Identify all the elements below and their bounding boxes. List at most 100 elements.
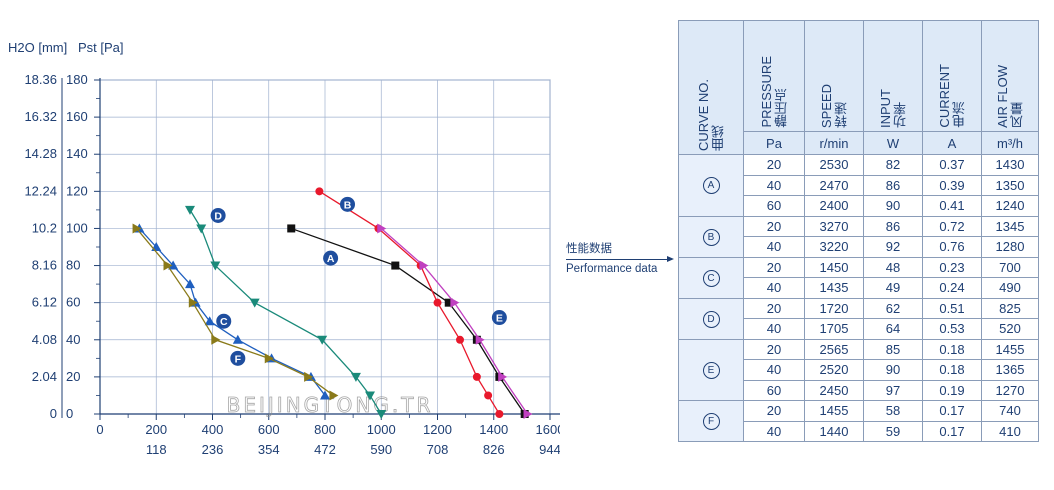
table-cell: 0.23 bbox=[922, 256, 982, 278]
curve-badge-circle bbox=[340, 196, 355, 212]
table-header-text: CURVE NO. 曲线 bbox=[696, 79, 726, 151]
curve-badge-f: F bbox=[230, 350, 246, 366]
table-row: 40 1440 59 0.17 410 bbox=[679, 420, 1039, 442]
data-point-b bbox=[472, 372, 481, 381]
data-point-b bbox=[495, 410, 504, 418]
table-cell: 20 bbox=[743, 400, 805, 422]
table-cell: 40 bbox=[743, 277, 805, 299]
table-cell: 49 bbox=[863, 277, 923, 299]
data-point-e bbox=[419, 260, 429, 271]
table-row: 40 3220 92 0.76 1280 bbox=[679, 236, 1039, 258]
table-cell: 58 bbox=[863, 400, 923, 422]
data-point-c bbox=[185, 279, 195, 289]
table-cell: 64 bbox=[863, 318, 923, 340]
table-cell: 86 bbox=[863, 215, 923, 237]
series-line-d bbox=[189, 209, 382, 415]
data-point-a bbox=[287, 224, 296, 233]
table-cell: 40 bbox=[743, 318, 805, 340]
y-axis-title-pa: Pst [Pa] bbox=[78, 40, 124, 55]
curve-id-badge: D bbox=[702, 310, 720, 328]
curve-badge-label: E bbox=[496, 313, 503, 325]
data-point-d bbox=[365, 391, 375, 401]
y-tick-label-mm: 0 bbox=[50, 406, 57, 421]
table-cell: 1365 bbox=[981, 359, 1039, 381]
table-cell: 60 bbox=[743, 195, 805, 217]
table-cell: 1435 bbox=[804, 277, 864, 299]
data-point-f bbox=[304, 371, 314, 382]
curve-badge-e: E bbox=[491, 310, 507, 326]
cfm-tick-label: 236 bbox=[202, 442, 224, 457]
table-cell: 1345 bbox=[981, 215, 1039, 237]
data-point-c bbox=[232, 334, 243, 344]
curve-id-badge: C bbox=[702, 269, 720, 287]
fan-performance-chart: 0 20 40 60 80 100 120 140 160 180 0 2.04 4.08 6.12 8.1… bbox=[8, 40, 560, 457]
table-cell: 0.19 bbox=[922, 379, 982, 401]
table-cell: 2450 bbox=[804, 379, 864, 401]
data-point-c bbox=[168, 260, 179, 270]
table-header-text: INPUT 功率 bbox=[878, 89, 908, 128]
cfm-tick-label: 826 bbox=[483, 442, 505, 457]
x-tick-label: 200 bbox=[145, 422, 167, 437]
table-cell: 0.53 bbox=[922, 318, 982, 340]
curve-badge-b: B bbox=[340, 196, 355, 212]
curve-id-cell: B bbox=[678, 215, 744, 258]
table-header-cell: CURVE NO. 曲线 bbox=[678, 20, 744, 155]
y-tick-label-mm: 18.36 bbox=[24, 72, 57, 87]
table-cell: 1705 bbox=[804, 318, 864, 340]
data-point-e bbox=[523, 409, 533, 419]
curve-badge-circle bbox=[323, 250, 339, 266]
curve-id-badge: A bbox=[702, 177, 720, 195]
table-cell: 0.76 bbox=[922, 236, 982, 258]
table-cell: 1270 bbox=[981, 379, 1039, 401]
table-header-text: CURRENT 电流 bbox=[937, 64, 967, 128]
curve-badge-label: F bbox=[235, 353, 242, 365]
table-cell: 825 bbox=[981, 297, 1039, 319]
table-header-row: CURVE NO. 曲线 PRESSURE 静压点 SPEED 转速 INPUT 功率 CURR… bbox=[678, 20, 1039, 155]
curve-id-cell: F bbox=[678, 400, 744, 442]
y-tick-label-mm: 6.12 bbox=[32, 295, 57, 310]
table-cell: 2565 bbox=[804, 338, 864, 360]
table-cell: 2520 bbox=[804, 359, 864, 381]
data-point-e bbox=[475, 334, 485, 345]
table-row: E 20 2565 85 0.18 1455 bbox=[678, 338, 1039, 401]
y-tick-label-mm: 12.24 bbox=[24, 183, 57, 198]
y-tick-label-pa: 20 bbox=[66, 369, 80, 384]
curve-id-badge: E bbox=[702, 361, 720, 379]
table-cell: 97 bbox=[863, 379, 923, 401]
cfm-tick-label: 708 bbox=[427, 442, 449, 457]
data-point-a bbox=[444, 298, 453, 307]
data-point-e bbox=[498, 371, 508, 382]
data-point-b bbox=[433, 298, 442, 307]
table-cell: 59 bbox=[863, 420, 923, 442]
series-line-e bbox=[380, 227, 529, 415]
table-cell: 2470 bbox=[804, 174, 864, 196]
y-axis-title-mm: H2O [mm] bbox=[8, 40, 67, 55]
data-point-d bbox=[376, 410, 387, 419]
series-line-f bbox=[136, 228, 334, 396]
arrow-icon bbox=[566, 256, 674, 262]
table-cell: 410 bbox=[981, 420, 1039, 442]
data-point-d bbox=[249, 298, 260, 308]
table-cell: 740 bbox=[981, 400, 1039, 422]
table-cell: 1720 bbox=[804, 297, 864, 319]
table-cell: 20 bbox=[743, 256, 805, 278]
series-line-c bbox=[138, 228, 326, 396]
table-unit-cell: m³/h bbox=[981, 131, 1039, 155]
curve-badge-label: C bbox=[220, 316, 228, 328]
curve-badge-d: D bbox=[210, 207, 226, 223]
data-point-e bbox=[450, 297, 460, 308]
table-cell: 0.17 bbox=[922, 420, 982, 442]
curve-id-cell: D bbox=[678, 297, 744, 340]
series-line-a bbox=[291, 227, 526, 415]
cfm-tick-label: 354 bbox=[258, 442, 280, 457]
y-tick-label-mm: 2.04 bbox=[32, 369, 57, 384]
table-cell: 85 bbox=[863, 338, 923, 360]
table-cell: 90 bbox=[863, 195, 923, 217]
table-header-text: AIR FLOW 风量 bbox=[995, 65, 1025, 128]
table-cell: 60 bbox=[743, 379, 805, 401]
y-tick-label-mm: 8.16 bbox=[32, 258, 57, 273]
table-cell: 520 bbox=[981, 318, 1039, 340]
y-tick-label-pa: 80 bbox=[66, 258, 80, 273]
curve-badge-circle bbox=[491, 310, 507, 326]
